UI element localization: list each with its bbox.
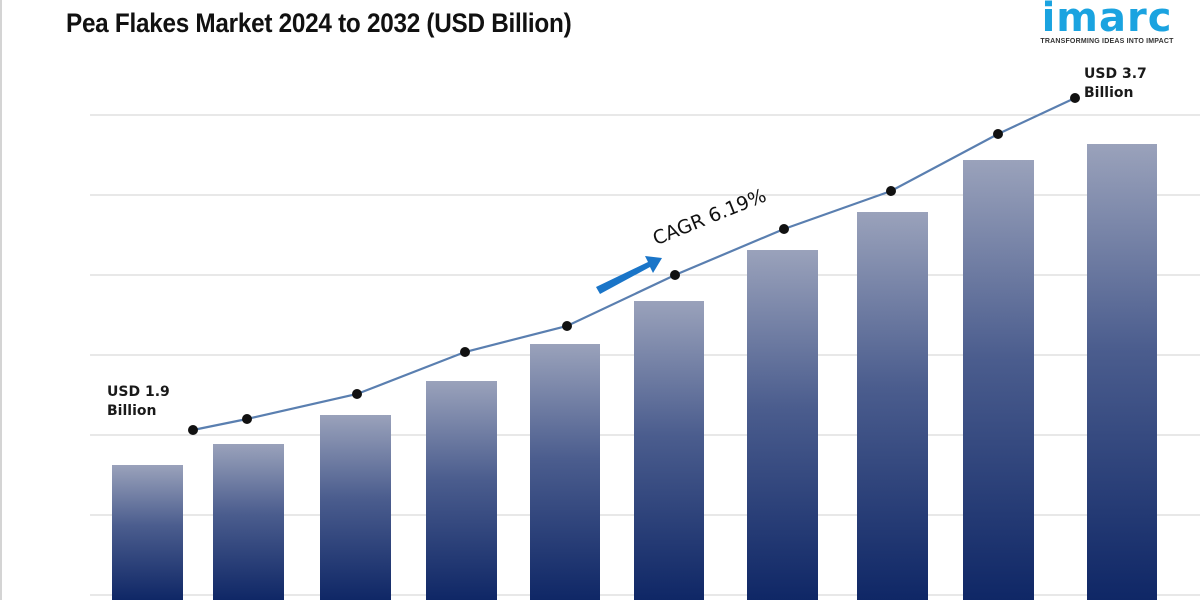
data-point-marker-1 (188, 425, 198, 435)
data-point-marker-2 (242, 414, 252, 424)
start-value-label: USD 1.9 Billion (107, 383, 170, 421)
bar-9 (963, 160, 1034, 600)
bar-8 (857, 212, 928, 600)
data-point-marker-9 (993, 129, 1003, 139)
data-point-marker-3 (352, 389, 362, 399)
data-point-marker-5 (562, 321, 572, 331)
trend-line (192, 97, 1076, 432)
bar-5 (530, 344, 600, 600)
bar-7 (747, 250, 818, 600)
imarc-logo: imarc TRANSFORMING IDEAS INTO IMPACT (1014, 0, 1200, 45)
start-unit-text: Billion (107, 403, 157, 419)
end-value-text: USD 3.7 (1084, 66, 1147, 82)
cagr-arrow-icon (596, 256, 662, 294)
logo-wordmark: imarc (1041, 0, 1173, 41)
data-point-marker-8 (886, 186, 896, 196)
logo-tagline: TRANSFORMING IDEAS INTO IMPACT (1040, 38, 1174, 45)
left-border (0, 0, 2, 600)
bar-series (112, 144, 1157, 600)
chart-title: Pea Flakes Market 2024 to 2032 (USD Bill… (66, 8, 572, 38)
bar-2 (213, 444, 284, 600)
bar-1 (112, 465, 183, 600)
trend-line-series (188, 93, 1080, 435)
end-unit-text: Billion (1084, 85, 1134, 101)
bar-4 (426, 381, 497, 600)
data-point-marker-7 (779, 224, 789, 234)
data-point-marker-4 (460, 347, 470, 357)
bar-10 (1087, 144, 1157, 600)
data-point-marker-10 (1070, 93, 1080, 103)
bar-3 (320, 415, 391, 600)
end-value-label: USD 3.7 Billion (1084, 65, 1147, 103)
start-value-text: USD 1.9 (107, 384, 170, 400)
bar-6 (634, 301, 704, 600)
data-point-marker-6 (670, 270, 680, 280)
